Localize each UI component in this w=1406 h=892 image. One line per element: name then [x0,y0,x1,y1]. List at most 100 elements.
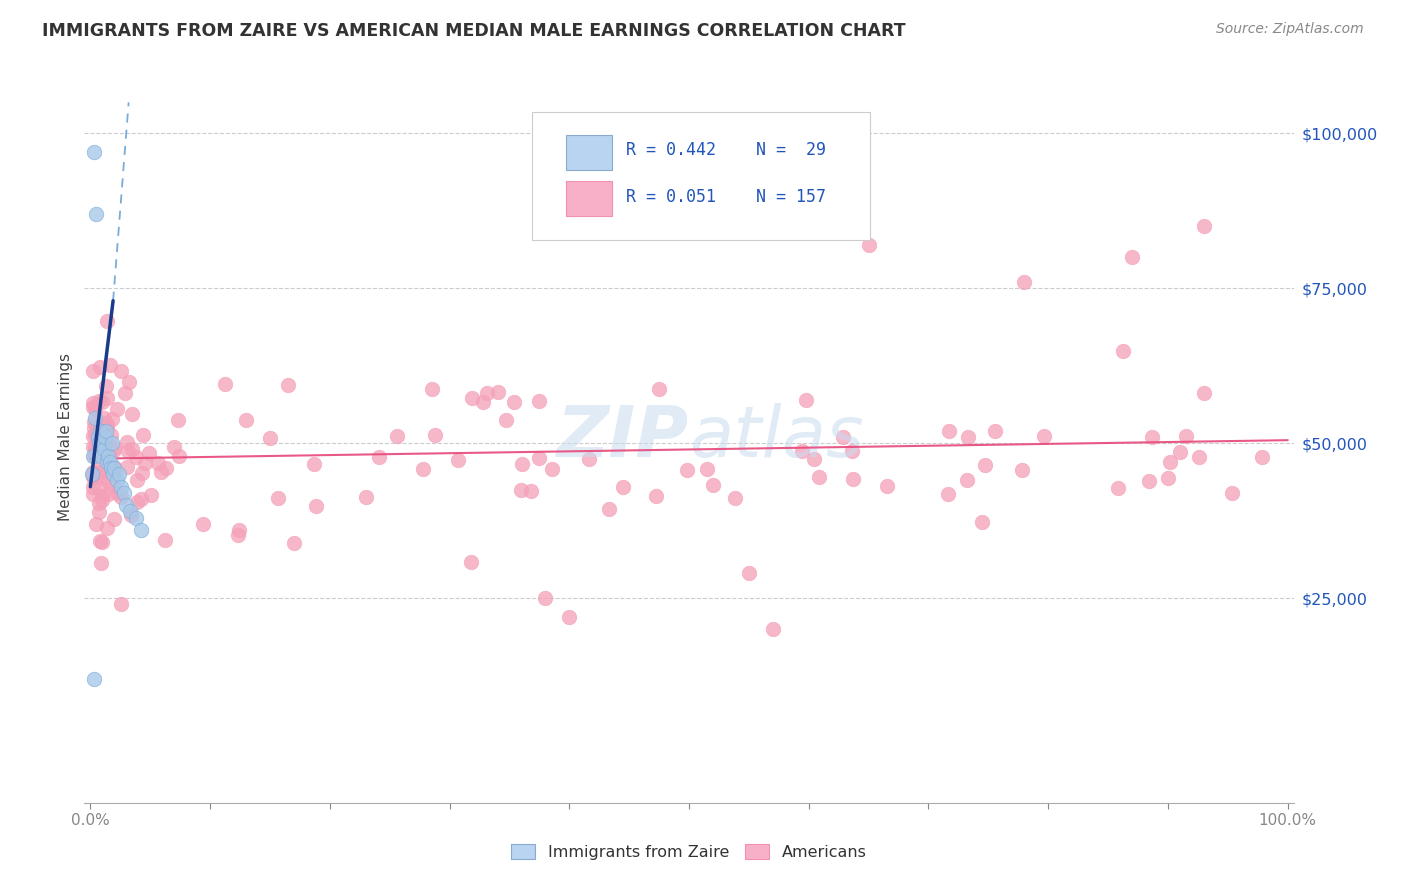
Point [91,394,114,409]
Point [117,460,139,475]
Point [121,508,143,522]
Point [108,467,131,482]
Point [519,484,541,499]
Point [103,442,125,456]
Point [214,377,236,392]
Point [89,424,111,438]
Point [283,536,305,550]
Point [82,469,104,483]
Point [96,417,118,432]
Point [558,610,581,624]
Text: R = 0.442    N =  29: R = 0.442 N = 29 [626,141,827,160]
Text: atlas: atlas [689,402,863,472]
Point [1188,450,1211,465]
Point [103,460,125,475]
Point [93,422,115,436]
Point [534,591,557,606]
Point [87,436,110,450]
Point [598,501,620,516]
Point [110,597,132,611]
Point [138,446,160,460]
Point [114,385,136,400]
Point [93,430,115,444]
Point [486,384,509,399]
FancyBboxPatch shape [565,135,612,170]
Point [94,379,117,393]
Point [93,432,115,446]
Point [105,401,128,416]
Point [412,461,434,475]
Point [972,515,994,529]
Point [87,394,110,409]
Point [842,472,865,486]
Point [267,491,290,506]
Point [129,491,152,506]
Point [1121,250,1143,264]
Point [790,444,813,458]
Point [724,491,747,505]
Point [385,428,408,442]
Point [423,428,446,442]
Point [90,449,112,463]
Point [578,452,600,467]
Point [612,480,634,494]
Point [762,622,785,636]
Point [89,534,111,549]
Point [100,461,122,475]
Point [97,455,120,469]
Point [90,437,112,451]
Point [86,430,108,444]
Point [82,480,104,494]
Point [1137,474,1160,488]
Point [84,445,107,459]
Point [153,533,176,547]
Point [228,523,250,537]
Point [118,375,141,389]
Point [90,493,112,508]
Point [129,523,152,537]
Point [1012,275,1035,289]
Point [80,467,103,482]
Point [112,486,135,500]
Point [446,453,468,467]
Point [97,449,120,463]
Text: IMMIGRANTS FROM ZAIRE VS AMERICAN MEDIAN MALE EARNINGS CORRELATION CHART: IMMIGRANTS FROM ZAIRE VS AMERICAN MEDIAN… [42,22,905,40]
Point [93,411,115,425]
Text: R = 0.051    N = 157: R = 0.051 N = 157 [626,188,827,206]
Point [938,424,960,438]
Point [101,436,124,450]
Point [90,422,112,436]
Point [90,556,112,570]
Legend: Immigrants from Zaire, Americans: Immigrants from Zaire, Americans [503,837,875,868]
Y-axis label: Median Male Earnings: Median Male Earnings [58,353,73,521]
Point [105,474,128,488]
Point [110,490,132,504]
Point [475,386,498,401]
Point [876,479,898,493]
Point [94,424,117,438]
Point [1250,450,1272,464]
Point [110,480,132,494]
Point [956,429,979,443]
Point [84,402,107,417]
Point [1159,455,1181,469]
Point [98,358,121,372]
Point [83,421,105,435]
Point [794,392,817,407]
Point [89,505,111,519]
Point [502,395,524,409]
Point [1112,344,1135,359]
Point [1174,429,1197,443]
Point [82,487,104,501]
Point [105,486,128,500]
Point [96,521,118,535]
Point [460,555,482,569]
Point [86,207,108,221]
Point [1157,471,1180,485]
Point [83,427,105,442]
Point [125,495,148,509]
Point [93,442,115,457]
FancyBboxPatch shape [531,112,870,240]
Point [103,442,125,457]
Point [100,428,122,442]
